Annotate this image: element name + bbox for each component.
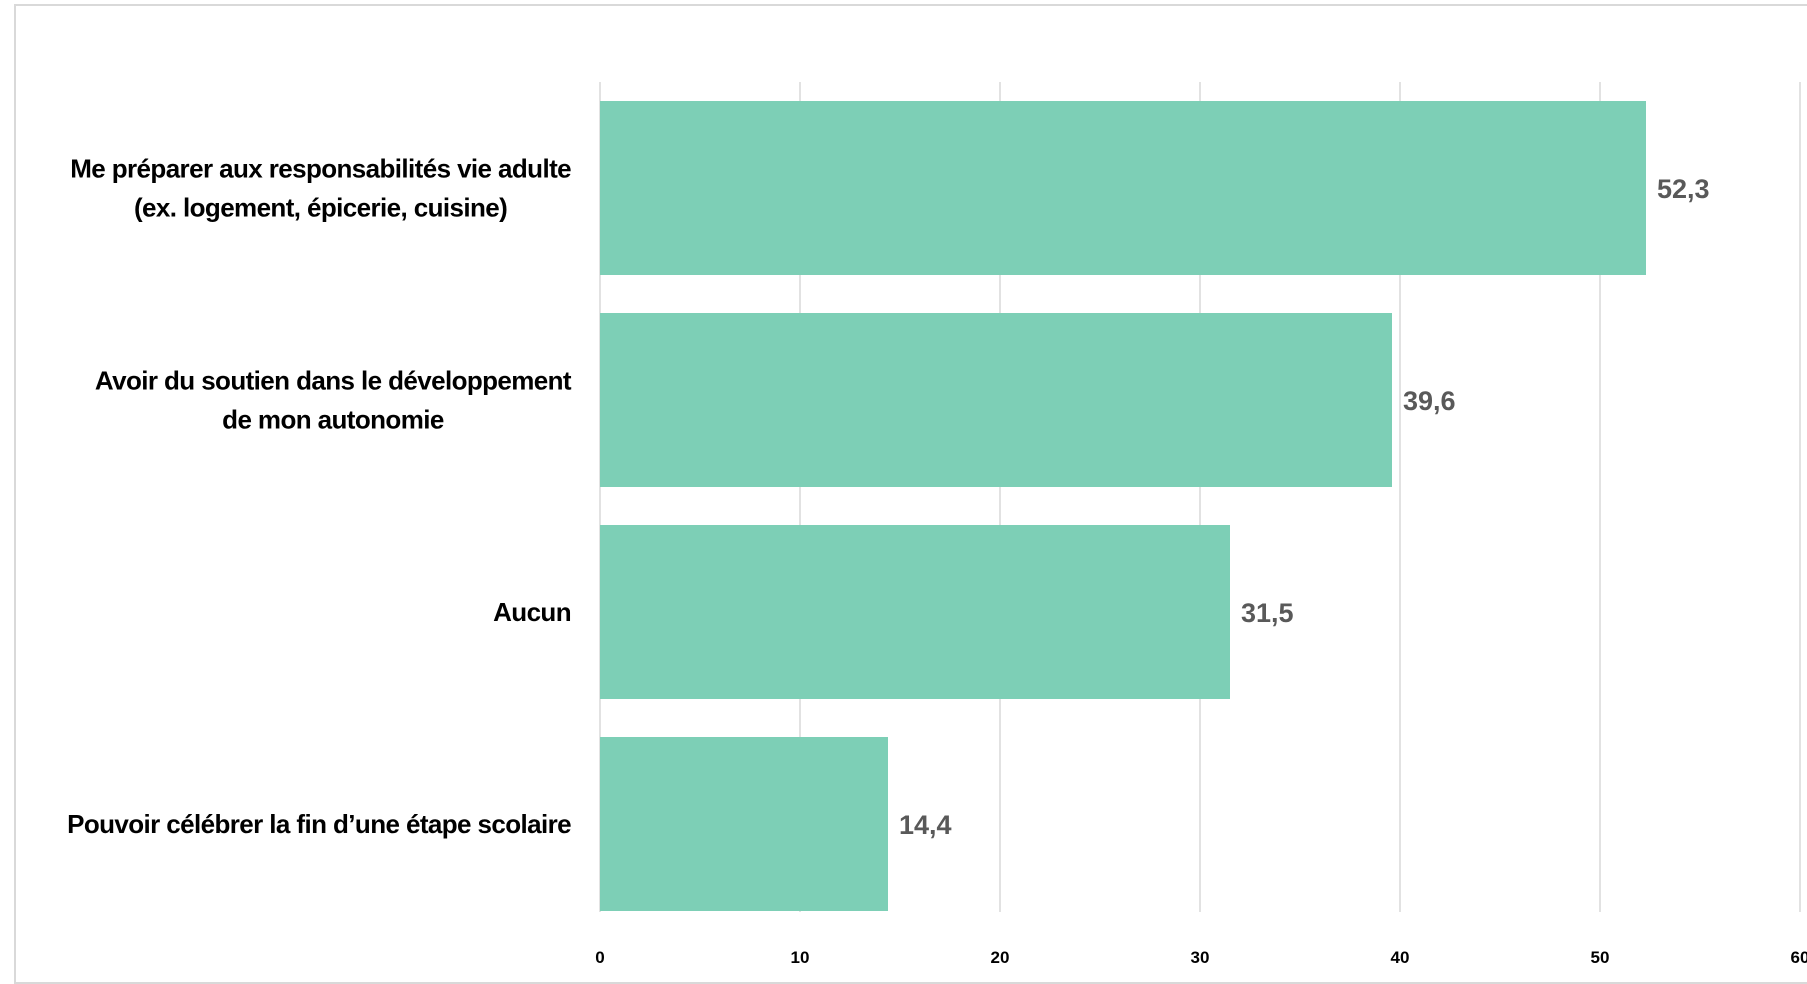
- value-label: 39,6: [1403, 386, 1456, 416]
- value-label: 52,3: [1657, 174, 1710, 204]
- bar: [600, 525, 1230, 699]
- x-tick-label: 60: [1791, 948, 1807, 967]
- category-label: Pouvoir célébrer la fin d’une étape scol…: [67, 809, 571, 839]
- bar: [600, 737, 888, 911]
- category-label: Me préparer aux responsabilités vie adul…: [70, 154, 571, 184]
- bars: [600, 101, 1646, 911]
- bar: [600, 101, 1646, 275]
- x-tick-label: 40: [1391, 948, 1410, 967]
- category-label: (ex. logement, épicerie, cuisine): [134, 193, 507, 223]
- category-label: Aucun: [493, 597, 571, 627]
- x-tick-label: 0: [595, 948, 604, 967]
- x-tick-label: 20: [991, 948, 1010, 967]
- category-label: de mon autonomie: [222, 405, 444, 435]
- x-tick-label: 10: [791, 948, 810, 967]
- bar: [600, 313, 1392, 487]
- labels: 0 10 20 30 40 50 60 52,3 Me préparer aux respons…: [67, 154, 1807, 968]
- value-label: 14,4: [899, 810, 952, 840]
- category-label: Avoir du soutien dans le développement: [95, 366, 572, 396]
- x-tick-label: 50: [1591, 948, 1610, 967]
- x-tick-label: 30: [1191, 948, 1210, 967]
- value-label: 31,5: [1241, 598, 1294, 628]
